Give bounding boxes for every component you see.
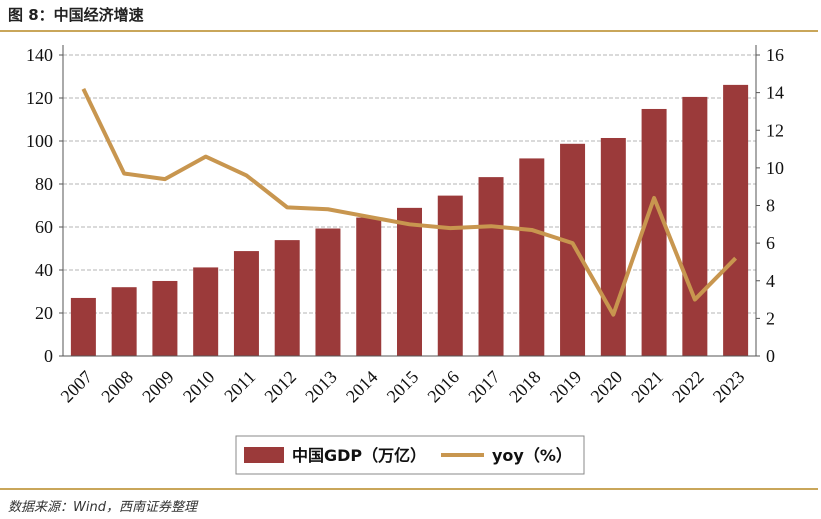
legend-gdp-label: 中国GDP（万亿） (292, 446, 426, 465)
x-tick-label: 2011 (220, 367, 259, 406)
gdp-bar-2013 (315, 228, 341, 356)
right-tick-label: 6 (766, 233, 775, 253)
gdp-bar-2008 (111, 287, 137, 356)
gdp-bar-2023 (723, 84, 749, 356)
legend-yoy-label: yoy（%） (492, 446, 572, 465)
x-tick-label: 2017 (464, 367, 504, 407)
right-tick-label: 16 (766, 45, 784, 65)
x-tick-label: 2013 (301, 367, 341, 407)
yoy-line (81, 87, 738, 317)
legend-box (235, 435, 585, 475)
x-tick-label: 2022 (668, 367, 708, 407)
x-tick-label: 2021 (627, 367, 667, 407)
x-tick-label: 2008 (97, 367, 137, 407)
x-tick-label: 2012 (260, 367, 300, 407)
top-rule (0, 30, 818, 32)
gdp-bar-2017 (478, 177, 504, 356)
gdp-bar-2014 (356, 217, 382, 356)
left-tick-label: 140 (26, 45, 53, 65)
x-tick-label: 2015 (383, 367, 423, 407)
gdp-bar-2016 (437, 195, 463, 356)
left-tick-label: 100 (26, 131, 53, 151)
figure-title: 图 8：中国经济增速 (8, 6, 144, 24)
gdp-bar-2018 (519, 158, 545, 356)
x-tick-label: 2014 (342, 367, 382, 407)
gdp-bar-2020 (600, 137, 626, 356)
x-tick-label: 2023 (709, 367, 749, 407)
gdp-bar-2007 (70, 297, 96, 356)
gdp-bar-2019 (560, 143, 586, 356)
right-tick-label: 14 (766, 83, 784, 103)
x-tick-label: 2019 (546, 367, 586, 407)
legend: 中国GDP（万亿） yoy（%） (235, 435, 585, 475)
right-tick-label: 8 (766, 196, 775, 216)
gdp-bar-2015 (397, 207, 422, 356)
left-tick-label: 60 (35, 217, 53, 237)
x-tick-label: 2018 (505, 367, 545, 407)
left-tick-label: 20 (35, 303, 53, 323)
gdp-bar-2010 (193, 267, 219, 356)
x-tick-label: 2020 (587, 367, 627, 407)
x-tick-label: 2016 (423, 367, 463, 407)
left-tick-label: 40 (35, 260, 53, 280)
gdp-bar-2011 (233, 251, 259, 356)
x-tick-label: 2007 (57, 367, 97, 407)
grid-lines (63, 54, 756, 314)
source-note: 数据来源：Wind，西南证券整理 (8, 500, 197, 515)
right-tick-label: 10 (766, 158, 784, 178)
gdp-bar-2021 (641, 108, 667, 356)
left-tick-label: 80 (35, 174, 53, 194)
left-tick-label: 120 (26, 88, 53, 108)
gdp-bars (70, 84, 749, 357)
legend-bar-swatch (244, 447, 284, 463)
right-tick-label: 4 (766, 271, 775, 291)
gdp-bar-2022 (682, 96, 708, 357)
gdp-bar-2012 (274, 240, 300, 356)
right-tick-label: 0 (766, 346, 775, 366)
x-tick-label: 2010 (179, 367, 219, 407)
gdp-bar-2009 (152, 280, 178, 356)
bottom-rule (0, 488, 818, 490)
right-tick-label: 12 (766, 120, 784, 140)
right-tick-label: 2 (766, 308, 775, 328)
x-tick-label: 2009 (138, 367, 178, 407)
left-tick-label: 0 (44, 346, 53, 366)
